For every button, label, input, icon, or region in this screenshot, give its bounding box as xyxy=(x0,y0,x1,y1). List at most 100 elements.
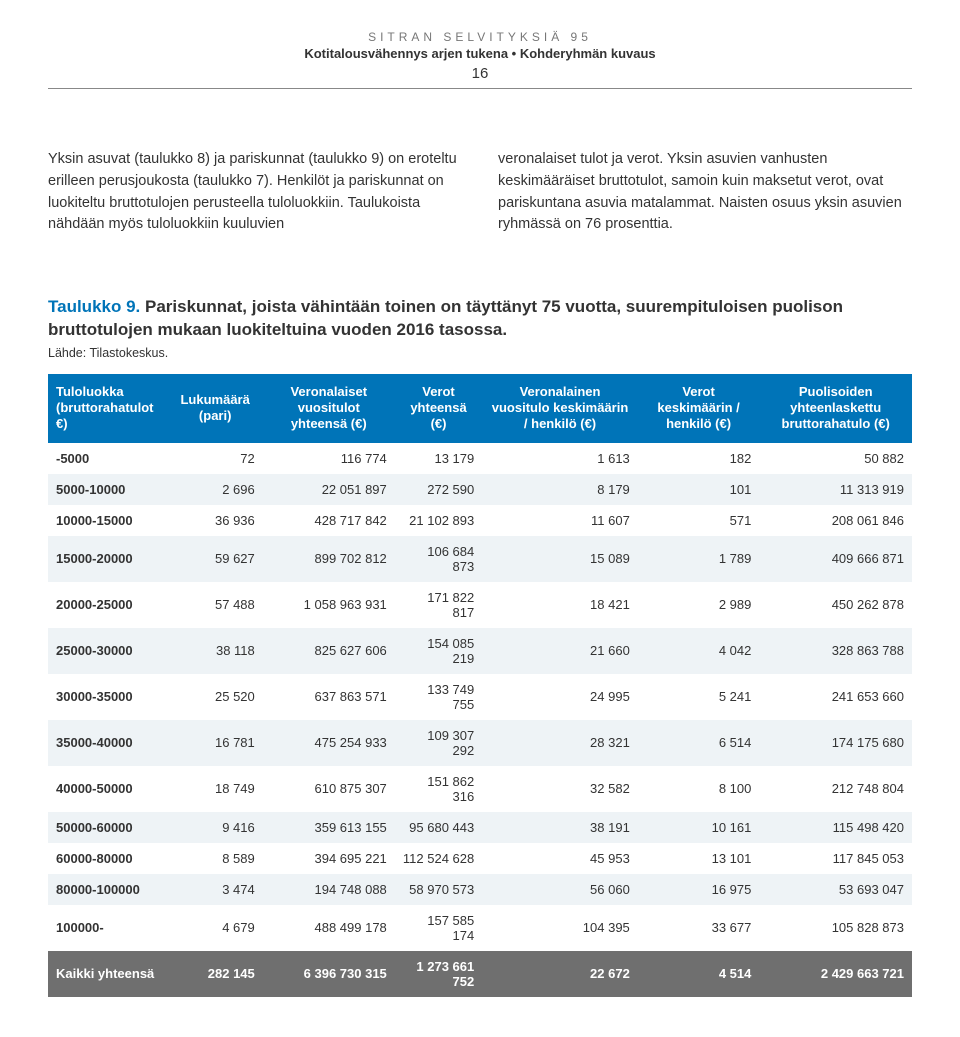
table-cell: 13 179 xyxy=(395,443,482,474)
table-cell: 272 590 xyxy=(395,474,482,505)
table-cell: 133 749 755 xyxy=(395,674,482,720)
table-cell: 106 684 873 xyxy=(395,536,482,582)
table-cell: 104 395 xyxy=(482,905,638,951)
table-cell: 2 696 xyxy=(168,474,263,505)
col-2: Veronalaiset vuositulot yhteensä (€) xyxy=(263,374,395,443)
header-rule xyxy=(48,88,912,89)
table-cell: 18 421 xyxy=(482,582,638,628)
table-cell: 30000-35000 xyxy=(48,674,168,720)
col-0: Tuloluokka (bruttoraha­tulot €) xyxy=(48,374,168,443)
table-cell: 59 627 xyxy=(168,536,263,582)
table-cell: 2 989 xyxy=(638,582,760,628)
table-row: 5000-100002 69622 051 897272 5908 179101… xyxy=(48,474,912,505)
table-cell: 32 582 xyxy=(482,766,638,812)
table-cell: 101 xyxy=(638,474,760,505)
table-cell: 109 307 292 xyxy=(395,720,482,766)
table-source: Lähde: Tilastokeskus. xyxy=(48,346,912,360)
table-cell: 409 666 871 xyxy=(759,536,912,582)
table-cell: 115 498 420 xyxy=(759,812,912,843)
table-cell: 10 161 xyxy=(638,812,760,843)
table-cell: 72 xyxy=(168,443,263,474)
table-cell: 6 396 730 315 xyxy=(263,951,395,997)
table-cell: 4 514 xyxy=(638,951,760,997)
table-cell: 428 717 842 xyxy=(263,505,395,536)
body-left-column: Yksin asuvat (taulukko 8) ja pariskunnat… xyxy=(48,149,462,236)
table-cell: 174 175 680 xyxy=(759,720,912,766)
table-cell: 359 613 155 xyxy=(263,812,395,843)
table-cell: 8 589 xyxy=(168,843,263,874)
table-cell: 610 875 307 xyxy=(263,766,395,812)
table-cell: 8 179 xyxy=(482,474,638,505)
table-body: -500072116 77413 1791 61318250 8825000-1… xyxy=(48,443,912,997)
table-cell: 10000-15000 xyxy=(48,505,168,536)
table-cell: 241 653 660 xyxy=(759,674,912,720)
table-cell: 33 677 xyxy=(638,905,760,951)
table-cell: 38 191 xyxy=(482,812,638,843)
table-cell: 5000-10000 xyxy=(48,474,168,505)
col-3: Verot yhteensä (€) xyxy=(395,374,482,443)
table-row: 60000-800008 589394 695 221112 524 62845… xyxy=(48,843,912,874)
table-cell: 899 702 812 xyxy=(263,536,395,582)
body-text: Yksin asuvat (taulukko 8) ja pariskunnat… xyxy=(48,149,912,236)
table-cell: 22 672 xyxy=(482,951,638,997)
table-cell: 394 695 221 xyxy=(263,843,395,874)
table-cell: 4 042 xyxy=(638,628,760,674)
table-cell: 25 520 xyxy=(168,674,263,720)
table-cell: 112 524 628 xyxy=(395,843,482,874)
col-1: Lukumäärä (pari) xyxy=(168,374,263,443)
table-cell: 38 118 xyxy=(168,628,263,674)
table-cell: 450 262 878 xyxy=(759,582,912,628)
header-subtitle: Kotitalousvähennys arjen tukena • Kohder… xyxy=(48,46,912,61)
table-cell: 45 953 xyxy=(482,843,638,874)
table-cell: 2 429 663 721 xyxy=(759,951,912,997)
table-row: 15000-2000059 627899 702 812106 684 8731… xyxy=(48,536,912,582)
table-cell: 475 254 933 xyxy=(263,720,395,766)
table-cell: 282 145 xyxy=(168,951,263,997)
table-cell: 58 970 573 xyxy=(395,874,482,905)
table-cell: 825 627 606 xyxy=(263,628,395,674)
table-cell: 53 693 047 xyxy=(759,874,912,905)
table-cell: 571 xyxy=(638,505,760,536)
table-cell: 182 xyxy=(638,443,760,474)
table-cell: 25000-30000 xyxy=(48,628,168,674)
table-cell: -5000 xyxy=(48,443,168,474)
table-row: 10000-1500036 936428 717 84221 102 89311… xyxy=(48,505,912,536)
table-cell: 40000-50000 xyxy=(48,766,168,812)
table-cell: 15000-20000 xyxy=(48,536,168,582)
table-cell: 3 474 xyxy=(168,874,263,905)
table-cell: Kaikki yhteensä xyxy=(48,951,168,997)
table-cell: 60000-80000 xyxy=(48,843,168,874)
page: SITRAN SELVITYKSIÄ 95 Kotitalousvähennys… xyxy=(0,0,960,1037)
table-cell: 171 822 817 xyxy=(395,582,482,628)
table-cell: 1 613 xyxy=(482,443,638,474)
table-row: 35000-4000016 781475 254 933109 307 2922… xyxy=(48,720,912,766)
table-row: 80000-1000003 474194 748 08858 970 57356… xyxy=(48,874,912,905)
table-cell: 5 241 xyxy=(638,674,760,720)
header-eyebrow: SITRAN SELVITYKSIÄ 95 xyxy=(48,30,912,44)
body-right-column: veronalaiset tulot ja verot. Yksin asuvi… xyxy=(498,149,912,236)
table-cell: 21 102 893 xyxy=(395,505,482,536)
table-cell: 4 679 xyxy=(168,905,263,951)
table-title-lead: Taulukko 9. xyxy=(48,297,140,316)
table-cell: 16 781 xyxy=(168,720,263,766)
table-cell: 9 416 xyxy=(168,812,263,843)
table-row: 25000-3000038 118825 627 606154 085 2192… xyxy=(48,628,912,674)
table-row: -500072116 77413 1791 61318250 882 xyxy=(48,443,912,474)
table-cell: 117 845 053 xyxy=(759,843,912,874)
table-total-row: Kaikki yhteensä282 1456 396 730 3151 273… xyxy=(48,951,912,997)
table-cell: 21 660 xyxy=(482,628,638,674)
table-cell: 637 863 571 xyxy=(263,674,395,720)
table-cell: 28 321 xyxy=(482,720,638,766)
table-row: 100000-4 679488 499 178157 585 174104 39… xyxy=(48,905,912,951)
table-cell: 13 101 xyxy=(638,843,760,874)
table-cell: 488 499 178 xyxy=(263,905,395,951)
table-cell: 16 975 xyxy=(638,874,760,905)
table-cell: 11 313 919 xyxy=(759,474,912,505)
col-4: Veronalainen vuositulo keskimäärin / hen… xyxy=(482,374,638,443)
table-row: 20000-2500057 4881 058 963 931171 822 81… xyxy=(48,582,912,628)
col-6: Puolisoiden yhteenlasket­tu bruttoraha­t… xyxy=(759,374,912,443)
table-cell: 157 585 174 xyxy=(395,905,482,951)
table-cell: 15 089 xyxy=(482,536,638,582)
page-number: 16 xyxy=(48,65,912,82)
table-cell: 50 882 xyxy=(759,443,912,474)
